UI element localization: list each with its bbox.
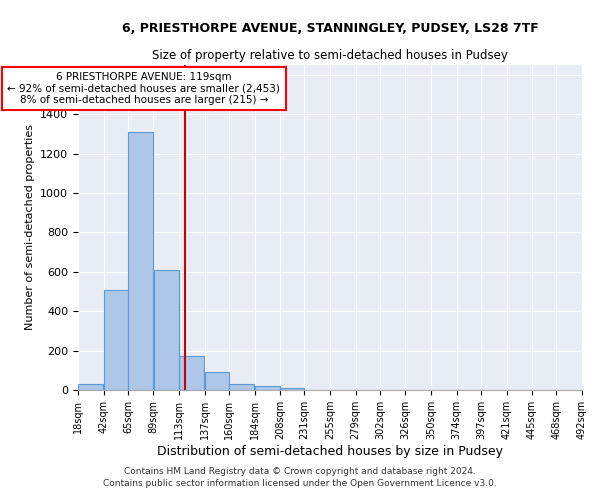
Bar — [229, 384, 254, 390]
Text: 6, PRIESTHORPE AVENUE, STANNINGLEY, PUDSEY, LS28 7TF: 6, PRIESTHORPE AVENUE, STANNINGLEY, PUDS… — [122, 22, 538, 36]
Bar — [128, 132, 153, 390]
Title: Size of property relative to semi-detached houses in Pudsey: Size of property relative to semi-detach… — [152, 50, 508, 62]
Bar — [104, 290, 128, 390]
Text: 6 PRIESTHORPE AVENUE: 119sqm
← 92% of semi-detached houses are smaller (2,453)
8: 6 PRIESTHORPE AVENUE: 119sqm ← 92% of se… — [7, 72, 280, 105]
Bar — [255, 386, 280, 390]
Y-axis label: Number of semi-detached properties: Number of semi-detached properties — [25, 124, 35, 330]
Bar — [79, 384, 103, 390]
Text: Contains public sector information licensed under the Open Government Licence v3: Contains public sector information licen… — [103, 478, 497, 488]
Bar — [154, 270, 179, 390]
Bar — [179, 356, 204, 390]
Bar — [280, 388, 304, 390]
Bar — [205, 372, 229, 390]
Text: Contains HM Land Registry data © Crown copyright and database right 2024.: Contains HM Land Registry data © Crown c… — [124, 467, 476, 476]
X-axis label: Distribution of semi-detached houses by size in Pudsey: Distribution of semi-detached houses by … — [157, 445, 503, 458]
